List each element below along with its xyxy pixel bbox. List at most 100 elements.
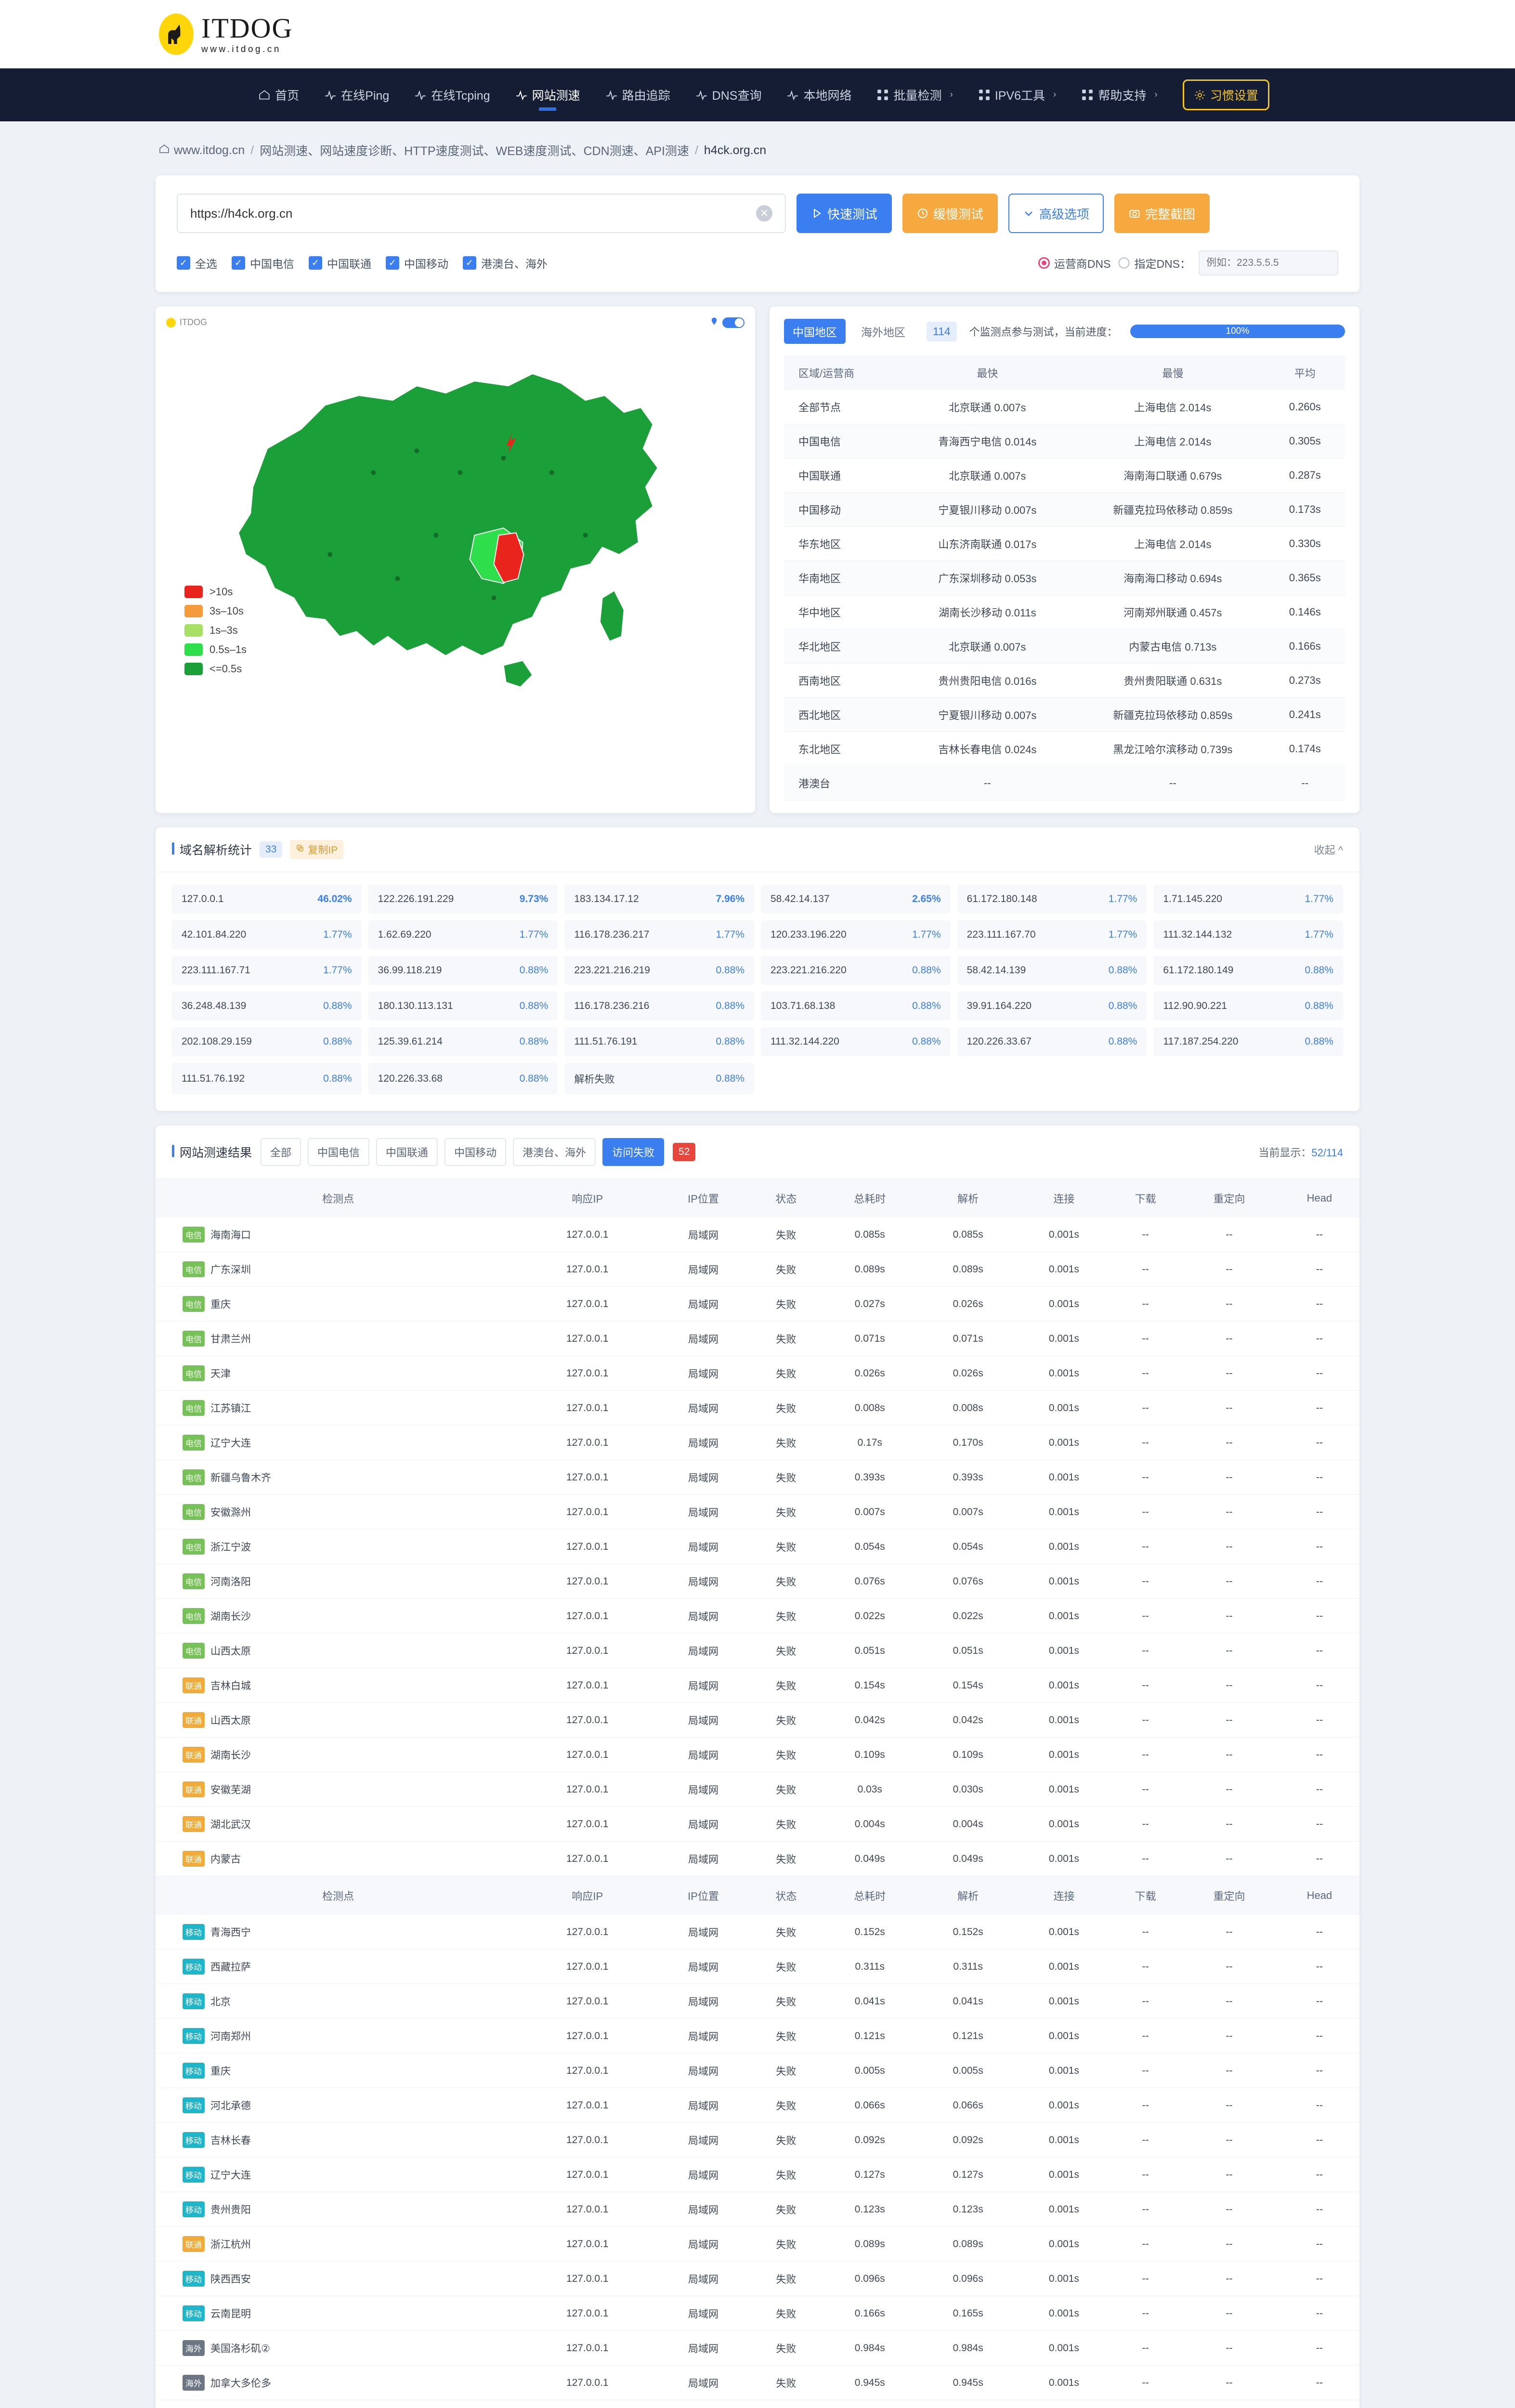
table-row[interactable]: 联通 湖南长沙 127.0.0.1 局域网 失败 0.109s 0.109s 0.001s --… <box>156 1737 1359 1772</box>
action-button-2[interactable]: 缓慢测试 <box>902 194 998 233</box>
nav-item-8[interactable]: 批量检测 › <box>864 68 965 121</box>
table-row[interactable]: 联通 吉林白城 127.0.0.1 局域网 失败 0.154s 0.154s 0.001s --… <box>156 1668 1359 1703</box>
nav-item-9[interactable]: IPV6工具 › <box>966 68 1069 121</box>
ip-stat-cell[interactable]: 111.51.76.192 0.88% <box>172 1063 362 1095</box>
china-map-svg[interactable] <box>166 328 744 743</box>
ip-stat-cell[interactable]: 61.172.180.149 0.88% <box>1153 956 1343 985</box>
checkbox-4[interactable]: ✓ 中国移动 <box>386 255 448 271</box>
nav-item-5[interactable]: 路由追踪 <box>593 68 683 121</box>
table-row[interactable]: 电信 浙江宁波 127.0.0.1 局域网 失败 0.054s 0.054s 0.001s --… <box>156 1529 1359 1564</box>
ip-stat-cell[interactable]: 125.39.61.214 0.88% <box>368 1027 558 1056</box>
map-canvas[interactable]: >10s 3s–10s 1s–3s 0.5s–1s <=0.5s <box>166 328 744 740</box>
breadcrumb-section[interactable]: 网站测速、网站速度诊断、HTTP速度测试、WEB速度测试、CDN测速、API测速 <box>260 144 689 158</box>
ip-stat-cell[interactable]: 39.91.164.220 0.88% <box>957 992 1147 1021</box>
nav-item-7[interactable]: 本地网络 <box>774 68 864 121</box>
table-row[interactable]: 海外阿根廷解析失败---------------- <box>156 2400 1359 2408</box>
table-row[interactable]: 联通 湖北武汉 127.0.0.1 局域网 失败 0.004s 0.004s 0.001s --… <box>156 1806 1359 1842</box>
ip-stat-cell[interactable]: 120.226.33.68 0.88% <box>368 1063 558 1095</box>
table-row[interactable]: 电信 江苏镇江 127.0.0.1 局域网 失败 0.008s 0.008s 0.001s --… <box>156 1390 1359 1426</box>
nav-item-3[interactable]: 在线Tcping <box>402 68 502 121</box>
region-tab-2[interactable]: 海外地区 <box>861 326 905 339</box>
result-filter-2[interactable]: 中国电信 <box>308 1138 370 1166</box>
result-filter-3[interactable]: 中国联通 <box>376 1138 438 1166</box>
dns-operator-radio[interactable]: 运营商DNS <box>1038 255 1110 271</box>
toggle-switch[interactable] <box>722 317 744 328</box>
nav-item-1[interactable]: 首页 <box>246 68 312 121</box>
table-row[interactable]: 电信 海南海口 127.0.0.1 局域网 失败 0.085s 0.085s 0.001s --… <box>156 1217 1359 1252</box>
table-row[interactable]: 移动 重庆 127.0.0.1 局域网 失败 0.005s 0.005s 0.001s -- --… <box>156 2053 1359 2088</box>
ip-stat-cell[interactable]: 103.71.68.138 0.88% <box>760 992 951 1021</box>
ip-stat-cell[interactable]: 42.101.84.220 1.77% <box>172 920 362 949</box>
table-row[interactable]: 电信 湖南长沙 127.0.0.1 局域网 失败 0.022s 0.022s 0.001s --… <box>156 1598 1359 1634</box>
table-row[interactable]: 电信 河南洛阳 127.0.0.1 局域网 失败 0.076s 0.076s 0.001s --… <box>156 1564 1359 1599</box>
table-row[interactable]: 移动 贵州贵阳 127.0.0.1 局域网 失败 0.123s 0.123s 0.001s --… <box>156 2192 1359 2227</box>
ip-stat-cell[interactable]: 223.221.216.219 0.88% <box>564 956 754 985</box>
ip-stat-cell[interactable]: 58.42.14.137 2.65% <box>760 885 951 914</box>
region-tab-1[interactable]: 中国地区 <box>784 319 846 344</box>
result-filter-6[interactable]: 访问失败 <box>602 1138 665 1166</box>
table-row[interactable]: 联通 浙江杭州 127.0.0.1 局域网 失败 0.089s 0.089s 0.001s --… <box>156 2226 1359 2262</box>
url-input[interactable] <box>190 206 756 221</box>
action-button-4[interactable]: 完整截图 <box>1114 194 1210 233</box>
nav-item-2[interactable]: 在线Ping <box>312 68 402 121</box>
table-row[interactable]: 移动 云南昆明 127.0.0.1 局域网 失败 0.166s 0.165s 0.001s --… <box>156 2296 1359 2331</box>
copy-ip-button[interactable]: 复制IP <box>290 840 344 859</box>
action-button-3[interactable]: 高级选项 <box>1008 194 1104 233</box>
table-row[interactable]: 电信 重庆 127.0.0.1 局域网 失败 0.027s 0.026s 0.001s -- --… <box>156 1286 1359 1322</box>
ip-stat-cell[interactable]: 58.42.14.139 0.88% <box>957 956 1147 985</box>
result-filter-4[interactable]: 中国移动 <box>444 1138 507 1166</box>
ip-stat-cell[interactable]: 122.226.191.229 9.73% <box>368 885 558 914</box>
settings-button[interactable]: 习惯设置 <box>1182 79 1269 110</box>
ip-stat-cell[interactable]: 111.32.144.132 1.77% <box>1153 920 1343 949</box>
table-row[interactable]: 联通 安徽芜湖 127.0.0.1 局域网 失败 0.03s 0.030s 0.001s -- -… <box>156 1772 1359 1807</box>
dns-custom-radio[interactable]: 指定DNS： <box>1118 255 1191 271</box>
ip-stat-cell[interactable]: 223.111.167.70 1.77% <box>957 920 1147 949</box>
ip-stat-cell[interactable]: 223.111.167.71 1.77% <box>172 956 362 985</box>
ip-stat-cell[interactable]: 36.248.48.139 0.88% <box>172 992 362 1021</box>
ip-stat-cell[interactable]: 111.32.144.220 0.88% <box>760 1027 951 1056</box>
table-row[interactable]: 移动 青海西宁 127.0.0.1 局域网 失败 0.152s 0.152s 0.001s --… <box>156 1915 1359 1950</box>
checkbox-2[interactable]: ✓ 中国电信 <box>232 255 294 271</box>
table-row[interactable]: 联通 山西太原 127.0.0.1 局域网 失败 0.042s 0.042s 0.001s --… <box>156 1702 1359 1738</box>
table-row[interactable]: 电信 新疆乌鲁木齐 127.0.0.1 局域网 失败 0.393s 0.393s 0.001s… <box>156 1460 1359 1495</box>
ip-stat-cell[interactable]: 223.221.216.220 0.88% <box>760 956 951 985</box>
table-row[interactable]: 电信 安徽滁州 127.0.0.1 局域网 失败 0.007s 0.007s 0.001s --… <box>156 1494 1359 1530</box>
ip-stat-cell[interactable]: 202.108.29.159 0.88% <box>172 1027 362 1056</box>
checkbox-3[interactable]: ✓ 中国联通 <box>309 255 371 271</box>
ip-stat-cell[interactable]: 36.99.118.219 0.88% <box>368 956 558 985</box>
ip-stat-cell[interactable]: 116.178.236.216 0.88% <box>564 992 754 1021</box>
ip-stat-cell[interactable]: 解析失败 0.88% <box>564 1063 754 1095</box>
close-icon[interactable]: ✕ <box>756 205 772 222</box>
table-row[interactable]: 移动 辽宁大连 127.0.0.1 局域网 失败 0.127s 0.127s 0.001s --… <box>156 2157 1359 2192</box>
table-row[interactable]: 联通 内蒙古 127.0.0.1 局域网 失败 0.049s 0.049s 0.001s -- -… <box>156 1841 1359 1876</box>
table-row[interactable]: 电信 天津 127.0.0.1 局域网 失败 0.026s 0.026s 0.001s -- --… <box>156 1356 1359 1391</box>
table-row[interactable]: 海外 美国洛杉矶② 127.0.0.1 局域网 失败 0.984s 0.984s 0.001s… <box>156 2330 1359 2366</box>
table-row[interactable]: 移动 北京 127.0.0.1 局域网 失败 0.041s 0.041s 0.001s -- --… <box>156 1984 1359 2019</box>
collapse-toggle[interactable]: 收起 ^ <box>1314 844 1343 856</box>
checkbox-5[interactable]: ✓ 港澳台、海外 <box>463 255 548 271</box>
table-row[interactable]: 电信 甘肃兰州 127.0.0.1 局域网 失败 0.071s 0.071s 0.001s --… <box>156 1321 1359 1356</box>
ip-stat-cell[interactable]: 116.178.236.217 1.77% <box>564 920 754 949</box>
table-row[interactable]: 电信 广东深圳 127.0.0.1 局域网 失败 0.089s 0.089s 0.001s --… <box>156 1252 1359 1287</box>
checkbox-1[interactable]: ✓ 全选 <box>177 255 217 271</box>
ip-stat-cell[interactable]: 1.62.69.220 1.77% <box>368 920 558 949</box>
table-row[interactable]: 移动 河北承德 127.0.0.1 局域网 失败 0.066s 0.066s 0.001s --… <box>156 2088 1359 2123</box>
site-logo[interactable]: ITDOG www.itdog.cn <box>159 13 293 55</box>
ip-stat-cell[interactable]: 120.226.33.67 0.88% <box>957 1027 1147 1056</box>
ip-stat-cell[interactable]: 127.0.0.1 46.02% <box>172 885 362 914</box>
nav-item-6[interactable]: DNS查询 <box>683 68 774 121</box>
ip-stat-cell[interactable]: 120.233.196.220 1.77% <box>760 920 951 949</box>
ip-stat-cell[interactable]: 61.172.180.148 1.77% <box>957 885 1147 914</box>
table-row[interactable]: 海外 加拿大多伦多 127.0.0.1 局域网 失败 0.945s 0.945s 0.001s… <box>156 2365 1359 2400</box>
result-filter-5[interactable]: 港澳台、海外 <box>513 1138 596 1166</box>
ip-stat-cell[interactable]: 112.90.90.221 0.88% <box>1153 992 1343 1021</box>
table-row[interactable]: 电信 山西太原 127.0.0.1 局域网 失败 0.051s 0.051s 0.001s --… <box>156 1633 1359 1668</box>
map-view-toggle[interactable] <box>710 317 744 328</box>
table-row[interactable]: 移动 西藏拉萨 127.0.0.1 局域网 失败 0.311s 0.311s 0.001s --… <box>156 1949 1359 1984</box>
table-row[interactable]: 移动 河南郑州 127.0.0.1 局域网 失败 0.121s 0.121s 0.001s --… <box>156 2018 1359 2054</box>
table-row[interactable]: 移动 陕西西安 127.0.0.1 局域网 失败 0.096s 0.096s 0.001s --… <box>156 2261 1359 2296</box>
nav-item-10[interactable]: 帮助支持 › <box>1069 68 1170 121</box>
nav-item-4[interactable]: 网站测速 <box>503 68 593 121</box>
result-filter-1[interactable]: 全部 <box>261 1138 301 1166</box>
table-row[interactable]: 电信 辽宁大连 127.0.0.1 局域网 失败 0.17s 0.170s 0.001s -- -… <box>156 1425 1359 1460</box>
